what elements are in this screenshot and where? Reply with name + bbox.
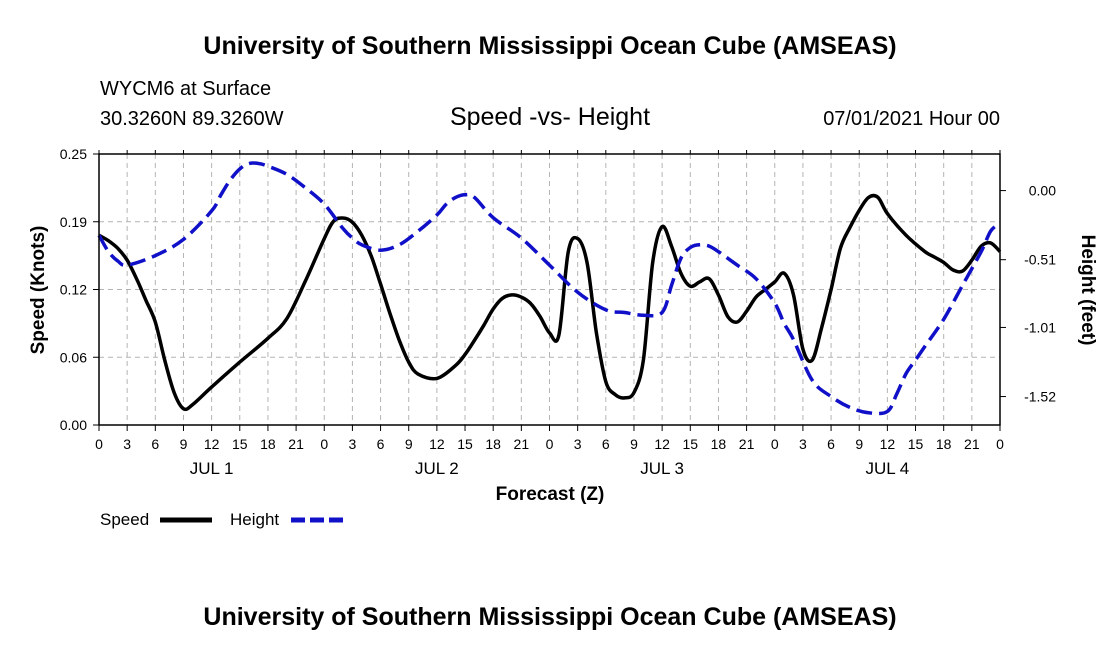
y2-tick-label: -1.01 (1024, 319, 1056, 335)
x-tick-label: 0 (546, 436, 554, 452)
y2-axis-label: Height (feet) (1077, 235, 1098, 346)
tick-layer: 0 3 6 9 12 15 18 21 0 3 6 9 12 15 18 21 0 3 6 9 12 15 18 21 0 3 6 9… (60, 146, 1056, 478)
x-tick-label: 18 (485, 436, 501, 452)
y-tick-label: 0.12 (60, 282, 87, 298)
x-tick-label: 9 (405, 436, 413, 452)
y-tick-label: 0.25 (60, 146, 87, 162)
y-axis-label: Speed (Knots) (28, 226, 49, 355)
station-label: WYCM6 at Surface (100, 78, 271, 100)
bottom-title: University of Southern Mississippi Ocean… (203, 603, 896, 631)
legend-height-label: Height (230, 510, 279, 529)
x-tick-label: 15 (457, 436, 473, 452)
x-tick-label: 0 (95, 436, 103, 452)
x-tick-label: 6 (827, 436, 835, 452)
day-label: JUL 4 (865, 459, 909, 478)
x-tick-label: 0 (771, 436, 779, 452)
x-tick-label: 21 (514, 436, 530, 452)
x-tick-label: 12 (654, 436, 670, 452)
x-tick-label: 12 (429, 436, 445, 452)
y-tick-label: 0.00 (60, 417, 87, 433)
y2-tick-label: -0.51 (1024, 252, 1056, 268)
series-layer (97, 161, 1002, 416)
plot-title: Speed -vs- Height (450, 103, 650, 131)
x-tick-label: 0 (996, 436, 1004, 452)
x-tick-label: 3 (574, 436, 582, 452)
day-label: JUL 1 (190, 459, 234, 478)
x-tick-label: 18 (711, 436, 727, 452)
day-label: JUL 2 (415, 459, 459, 478)
x-tick-label: 21 (739, 436, 755, 452)
x-tick-label: 18 (936, 436, 952, 452)
x-tick-label: 9 (630, 436, 638, 452)
x-tick-label: 3 (799, 436, 807, 452)
x-axis-label: Forecast (Z) (496, 484, 605, 505)
coordinates-label: 30.3260N 89.3260W (100, 108, 284, 130)
height-series-line (97, 161, 1002, 416)
y2-tick-label: 0.00 (1029, 183, 1056, 199)
legend-speed-label: Speed (100, 510, 149, 529)
grid (99, 154, 1000, 425)
datetime-label: 07/01/2021 Hour 00 (823, 108, 1000, 130)
y2-tick-label: -1.52 (1024, 389, 1056, 405)
x-tick-label: 21 (288, 436, 304, 452)
y-tick-label: 0.19 (60, 214, 87, 230)
x-tick-label: 12 (204, 436, 220, 452)
x-tick-label: 6 (151, 436, 159, 452)
x-tick-label: 21 (964, 436, 980, 452)
x-tick-label: 0 (320, 436, 328, 452)
y-tick-label: 0.06 (60, 349, 87, 365)
x-tick-label: 9 (180, 436, 188, 452)
top-title: University of Southern Mississippi Ocean… (203, 32, 896, 60)
x-tick-label: 3 (349, 436, 357, 452)
x-tick-label: 9 (855, 436, 863, 452)
x-tick-label: 15 (232, 436, 248, 452)
x-tick-label: 18 (260, 436, 276, 452)
speed-series-line (98, 193, 1002, 412)
x-tick-label: 15 (682, 436, 698, 452)
day-label: JUL 3 (640, 459, 684, 478)
x-tick-label: 3 (123, 436, 131, 452)
x-tick-label: 15 (908, 436, 924, 452)
legend: Speed Height (100, 510, 343, 529)
x-tick-label: 6 (602, 436, 610, 452)
x-tick-label: 6 (377, 436, 385, 452)
x-tick-label: 12 (880, 436, 896, 452)
